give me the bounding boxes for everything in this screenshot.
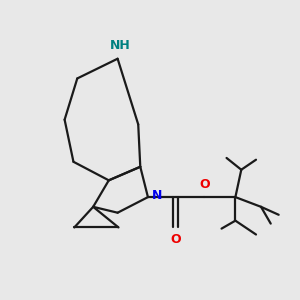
- Text: O: O: [170, 233, 181, 246]
- Text: NH: NH: [110, 39, 130, 52]
- Text: N: N: [152, 189, 162, 202]
- Text: O: O: [199, 178, 210, 190]
